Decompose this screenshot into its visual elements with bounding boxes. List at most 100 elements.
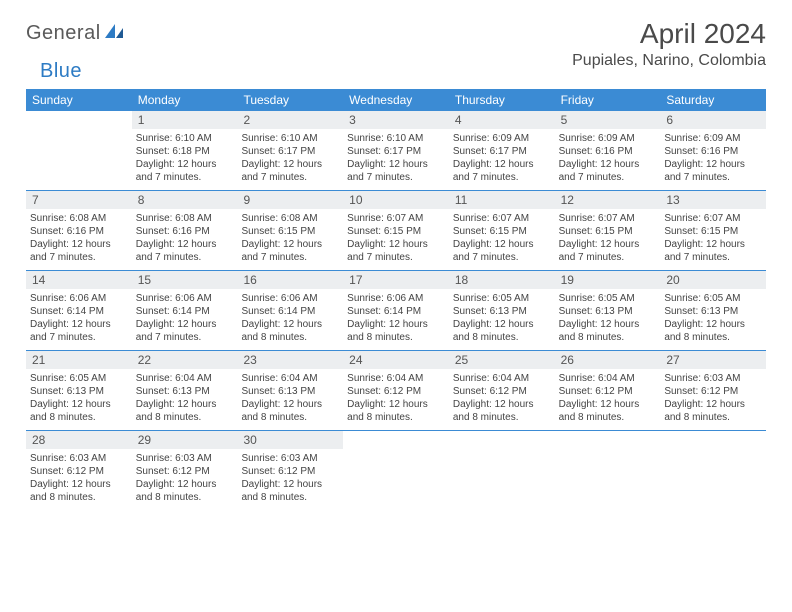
logo-word1: General [26,22,101,45]
calendar-day-cell: 12 Sunrise: 6:07 AMSunset: 6:15 PMDayligh… [555,191,661,270]
daylight-line: Daylight: 12 hours and 8 minutes. [241,398,339,424]
calendar-day-cell: 26Sunrise: 6:04 AMSunset: 6:12 PMDayligh… [555,351,661,430]
sunset-line: Sunset: 6:17 PM [347,145,445,158]
sunrise-line: Sunrise: 6:10 AM [347,132,445,145]
daylight-line: Daylight: 12 hours and 7 minutes. [559,158,657,184]
sunset-line: Sunset: 6:12 PM [453,385,551,398]
calendar-day-cell: 17Sunrise: 6:06 AMSunset: 6:14 PMDayligh… [343,271,449,350]
calendar-day-cell: 28Sunrise: 6:03 AMSunset: 6:12 PMDayligh… [26,431,132,510]
day-of-week-label: Tuesday [237,89,343,111]
day-number: 23 [243,353,256,367]
calendar-day-cell: 2Sunrise: 6:10 AMSunset: 6:17 PMDaylight… [237,111,343,190]
day-number: 8 [138,193,145,207]
calendar-day-cell: 19Sunrise: 6:05 AMSunset: 6:13 PMDayligh… [555,271,661,350]
daylight-line: Daylight: 12 hours and 7 minutes. [30,318,128,344]
daylight-line: Daylight: 12 hours and 8 minutes. [559,398,657,424]
daylight-line: Daylight: 12 hours and 8 minutes. [453,398,551,424]
sunrise-line: Sunrise: 6:06 AM [136,292,234,305]
calendar-day-cell: 9Sunrise: 6:08 AMSunset: 6:15 PMDaylight… [237,191,343,270]
day-number: 1 [138,113,145,127]
daylight-line: Daylight: 12 hours and 7 minutes. [664,158,762,184]
sunset-line: Sunset: 6:13 PM [241,385,339,398]
sunset-line: Sunset: 6:15 PM [559,225,657,238]
day-number: 15 [138,273,151,287]
day-number: 3 [349,113,356,127]
calendar: SundayMondayTuesdayWednesdayThursdayFrid… [26,89,766,510]
sunset-line: Sunset: 6:13 PM [664,305,762,318]
calendar-day-cell [660,431,766,510]
calendar-day-cell: 1Sunrise: 6:10 AMSunset: 6:18 PMDaylight… [132,111,238,190]
calendar-day-cell: 3Sunrise: 6:10 AMSunset: 6:17 PMDaylight… [343,111,449,190]
day-of-week-label: Saturday [660,89,766,111]
sunset-line: Sunset: 6:14 PM [347,305,445,318]
calendar-day-cell: 5 Sunrise: 6:09 AMSunset: 6:16 PMDaylight… [555,111,661,190]
sunrise-line: Sunrise: 6:06 AM [241,292,339,305]
sunset-line: Sunset: 6:17 PM [241,145,339,158]
sunrise-line: Sunrise: 6:05 AM [453,292,551,305]
sunset-line: Sunset: 6:16 PM [664,145,762,158]
day-of-week-label: Wednesday [343,89,449,111]
calendar-day-cell: 10Sunrise: 6:07 AMSunset: 6:15 PMDayligh… [343,191,449,270]
day-number: 5 [561,113,568,127]
calendar-day-cell: 6Sunrise: 6:09 AMSunset: 6:16 PMDaylight… [660,111,766,190]
sunset-line: Sunset: 6:12 PM [241,465,339,478]
sunrise-line: Sunrise: 6:07 AM [559,212,657,225]
sunset-line: Sunset: 6:15 PM [241,225,339,238]
day-of-week-label: Friday [555,89,661,111]
calendar-day-cell: 22Sunrise: 6:04 AMSunset: 6:13 PMDayligh… [132,351,238,430]
day-number: 10 [349,193,362,207]
sunrise-line: Sunrise: 6:10 AM [136,132,234,145]
calendar-week-row: 28Sunrise: 6:03 AMSunset: 6:12 PMDayligh… [26,431,766,510]
sunset-line: Sunset: 6:12 PM [347,385,445,398]
day-number: 9 [243,193,250,207]
day-number: 26 [561,353,574,367]
calendar-day-cell: 20 Sunrise: 6:05 AMSunset: 6:13 PMDayligh… [660,271,766,350]
sunrise-line: Sunrise: 6:07 AM [347,212,445,225]
sunrise-line: Sunrise: 6:10 AM [241,132,339,145]
calendar-day-cell: 4Sunrise: 6:09 AMSunset: 6:17 PMDaylight… [449,111,555,190]
day-number: 20 [666,273,679,287]
sunset-line: Sunset: 6:13 PM [136,385,234,398]
logo: General [26,18,127,45]
sunset-line: Sunset: 6:14 PM [30,305,128,318]
daylight-line: Daylight: 12 hours and 8 minutes. [241,318,339,344]
calendar-day-cell: 18Sunrise: 6:05 AMSunset: 6:13 PMDayligh… [449,271,555,350]
sunset-line: Sunset: 6:14 PM [241,305,339,318]
sunset-line: Sunset: 6:18 PM [136,145,234,158]
calendar-day-cell: 24Sunrise: 6:04 AMSunset: 6:12 PMDayligh… [343,351,449,430]
calendar-day-cell: 7Sunrise: 6:08 AMSunset: 6:16 PMDaylight… [26,191,132,270]
sunset-line: Sunset: 6:12 PM [559,385,657,398]
sunset-line: Sunset: 6:14 PM [136,305,234,318]
calendar-day-cell: 8Sunrise: 6:08 AMSunset: 6:16 PMDaylight… [132,191,238,270]
day-number: 19 [561,273,574,287]
sunrise-line: Sunrise: 6:05 AM [559,292,657,305]
calendar-day-cell: 23Sunrise: 6:04 AMSunset: 6:13 PMDayligh… [237,351,343,430]
calendar-day-cell [26,111,132,190]
sunset-line: Sunset: 6:16 PM [559,145,657,158]
sunset-line: Sunset: 6:12 PM [664,385,762,398]
daylight-line: Daylight: 12 hours and 7 minutes. [241,238,339,264]
daylight-line: Daylight: 12 hours and 7 minutes. [241,158,339,184]
daylight-line: Daylight: 12 hours and 7 minutes. [664,238,762,264]
day-number: 22 [138,353,151,367]
sunrise-line: Sunrise: 6:03 AM [241,452,339,465]
day-of-week-label: Monday [132,89,238,111]
daylight-line: Daylight: 12 hours and 7 minutes. [30,238,128,264]
sunrise-line: Sunrise: 6:06 AM [347,292,445,305]
sunset-line: Sunset: 6:13 PM [453,305,551,318]
daylight-line: Daylight: 12 hours and 7 minutes. [559,238,657,264]
sunrise-line: Sunrise: 6:03 AM [30,452,128,465]
day-number: 6 [666,113,673,127]
day-number: 7 [32,193,39,207]
sunrise-line: Sunrise: 6:09 AM [453,132,551,145]
sunrise-line: Sunrise: 6:09 AM [559,132,657,145]
sunrise-line: Sunrise: 6:05 AM [664,292,762,305]
day-number: 18 [455,273,468,287]
calendar-day-cell [449,431,555,510]
logo-word2: Blue [40,60,82,83]
sunrise-line: Sunrise: 6:03 AM [136,452,234,465]
daylight-line: Daylight: 12 hours and 8 minutes. [664,318,762,344]
daylight-line: Daylight: 12 hours and 8 minutes. [136,398,234,424]
day-number: 12 [561,193,574,207]
title-block: April 2024 Pupiales, Narino, Colombia [572,18,766,70]
